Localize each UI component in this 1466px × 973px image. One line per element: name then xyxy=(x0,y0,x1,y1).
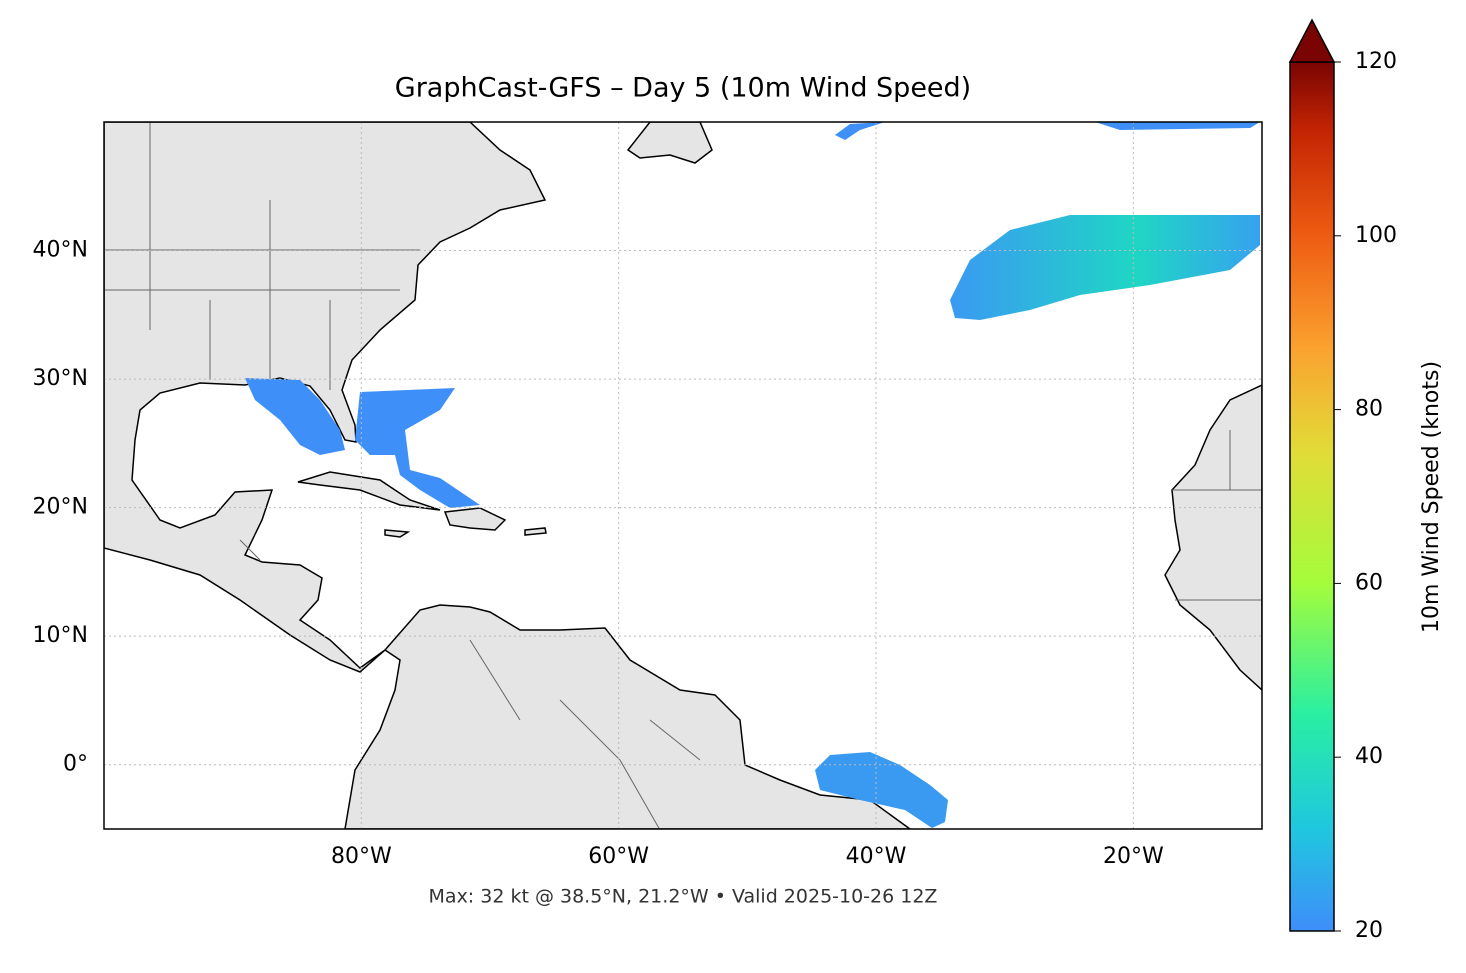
colorbar-tick-label: 60 xyxy=(1355,570,1383,595)
africa xyxy=(1164,384,1262,692)
map-frame xyxy=(103,121,1263,830)
borders xyxy=(104,122,1262,829)
wind-swath xyxy=(815,752,948,828)
y-tick-label: 10°N xyxy=(33,623,88,648)
newfoundland xyxy=(626,122,713,164)
wind-swath xyxy=(835,122,1260,140)
colorbar-tick-label: 20 xyxy=(1355,918,1383,943)
wind-swath xyxy=(950,215,1260,320)
grid xyxy=(104,122,1262,829)
colorbar-tick-label: 100 xyxy=(1355,223,1397,248)
south-america xyxy=(344,604,912,829)
footer-note: Max: 32 kt @ 38.5°N, 21.2°W • Valid 2025… xyxy=(429,886,938,908)
colorbar-tick-label: 120 xyxy=(1355,49,1397,74)
hispaniola xyxy=(443,507,507,531)
x-tick-label: 80°W xyxy=(331,844,392,869)
map-area xyxy=(104,122,1262,829)
x-tick-label: 20°W xyxy=(1103,844,1164,869)
chart-title: GraphCast-GFS – Day 5 (10m Wind Speed) xyxy=(395,73,971,104)
x-tick-label: 40°W xyxy=(846,844,907,869)
colorbar-tick-label: 80 xyxy=(1355,397,1383,422)
y-tick-label: 20°N xyxy=(33,495,88,520)
y-tick-label: 40°N xyxy=(33,238,88,263)
north-central-america xyxy=(104,122,547,673)
jamaica xyxy=(384,529,411,538)
cuba xyxy=(297,471,441,511)
colorbar-label: 10m Wind Speed (knots) xyxy=(1419,361,1444,633)
colorbar xyxy=(1289,61,1335,932)
wind-swath xyxy=(245,378,345,455)
wind-swath xyxy=(355,388,480,508)
y-tick-label: 0° xyxy=(63,752,88,777)
y-tick-label: 30°N xyxy=(33,366,88,391)
colorbar-extend xyxy=(1288,18,1336,63)
puerto-rico xyxy=(524,527,547,536)
colorbar-tick-label: 40 xyxy=(1355,744,1383,769)
x-tick-label: 60°W xyxy=(588,844,649,869)
